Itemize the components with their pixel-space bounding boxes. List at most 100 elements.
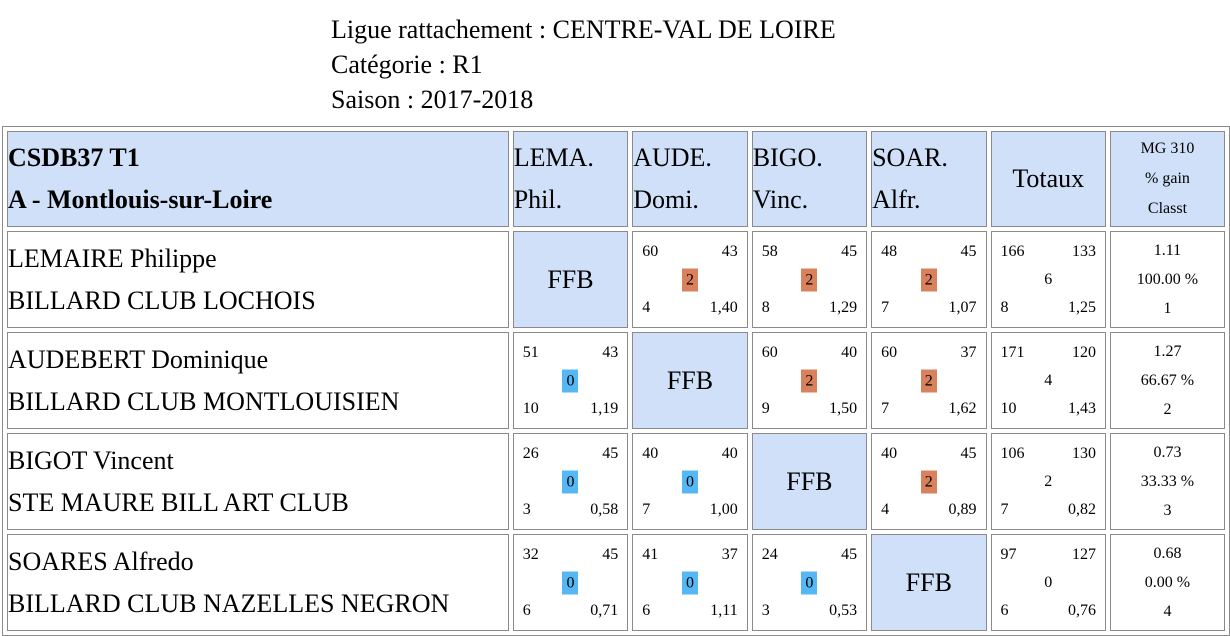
match-result-cell: 51 43 0 10 1,19 — [512, 332, 629, 429]
player-row: AUDEBERT Dominique BILLARD CLUB MONTLOUIS… — [7, 332, 1225, 429]
totals-cell: 97 127 0 6 0,76 — [990, 534, 1106, 631]
average: 1,11 — [710, 602, 738, 619]
total-match-points: 0 — [1044, 573, 1053, 591]
column-header: AUDE. Domi. — [632, 131, 748, 227]
distance: 40 — [721, 445, 738, 462]
points-scored: 24 — [761, 546, 778, 563]
match-result-cell: 32 45 0 6 0,71 — [512, 534, 629, 631]
player-cell: BIGOT Vincent STE MAURE BILL ART CLUB — [7, 433, 509, 530]
match-result-cell: 26 45 0 3 0,58 — [512, 433, 629, 530]
competition-header: Ligue rattachement : CENTRE-VAL DE LOIRE… — [331, 12, 836, 117]
points-scored: 48 — [881, 243, 898, 260]
player-club: BILLARD CLUB NAZELLES NEGRON — [8, 588, 450, 618]
ffb-cell: FFB — [632, 332, 748, 429]
totals-cell: 166 133 6 8 1,25 — [990, 231, 1106, 328]
distance: 43 — [602, 344, 619, 361]
totals-cell: 106 130 2 7 0,82 — [990, 433, 1106, 530]
ffb-cell: FFB — [751, 433, 868, 530]
player-cell: AUDEBERT Dominique BILLARD CLUB MONTLOUIS… — [7, 332, 509, 429]
innings: 8 — [761, 299, 770, 316]
points-scored: 32 — [522, 546, 539, 563]
average: 1,62 — [948, 400, 977, 417]
match-points-badge: 0 — [562, 369, 579, 392]
match-points-badge: 0 — [562, 470, 579, 493]
total-points: 171 — [1000, 344, 1025, 361]
match-points-badge: 0 — [681, 571, 698, 594]
innings: 7 — [642, 501, 651, 518]
distance: 45 — [960, 243, 977, 260]
mg-value: 1.27 — [1153, 343, 1182, 360]
points-scored: 26 — [522, 445, 539, 462]
mg-header: MG 310 % gain Classt — [1109, 131, 1225, 227]
distance: 37 — [721, 546, 738, 563]
match-result-cell: 40 45 2 4 0,89 — [871, 433, 987, 530]
total-points: 166 — [1000, 243, 1025, 260]
total-innings: 6 — [1000, 602, 1009, 619]
innings: 7 — [881, 400, 890, 417]
column-header-line1: SOAR. — [872, 143, 948, 172]
player-name: BIGOT Vincent — [8, 445, 174, 475]
column-header: LEMA. Phil. — [512, 131, 629, 227]
points-scored: 41 — [642, 546, 659, 563]
match-points-badge: 2 — [681, 268, 698, 291]
match-result-cell: 24 45 0 3 0,53 — [751, 534, 868, 631]
distance: 45 — [841, 243, 858, 260]
player-club: BILLARD CLUB LOCHOIS — [8, 285, 316, 315]
column-header-line2: Domi. — [633, 185, 699, 214]
ffb-cell: FFB — [512, 231, 629, 328]
total-innings: 7 — [1000, 501, 1009, 518]
column-header-line2: Vinc. — [752, 185, 809, 214]
mg-value: 1.11 — [1153, 242, 1182, 259]
totals-header: Totaux — [990, 131, 1106, 227]
points-scored: 40 — [881, 445, 898, 462]
total-average: 0,76 — [1067, 602, 1096, 619]
match-result-cell: 48 45 2 7 1,07 — [871, 231, 987, 328]
match-result-cell: 60 40 2 9 1,50 — [751, 332, 868, 429]
distance: 45 — [960, 445, 977, 462]
saison-line: Saison : 2017-2018 — [331, 85, 534, 114]
ranking: 1 — [1163, 300, 1172, 317]
ligue-line: Ligue rattachement : CENTRE-VAL DE LOIRE — [331, 15, 836, 44]
average: 1,40 — [709, 299, 738, 316]
average: 1,00 — [709, 501, 738, 518]
column-header-line2: Alfr. — [872, 185, 921, 214]
match-points-badge: 2 — [920, 470, 937, 493]
column-header-line2: Phil. — [513, 185, 563, 214]
results-table: CSDB37 T1 A - Montlouis-sur-Loire LEMA. … — [2, 126, 1230, 636]
win-percentage: 100.00 % — [1136, 271, 1199, 288]
categorie-line: Catégorie : R1 — [331, 50, 483, 79]
player-name: LEMAIRE Philippe — [8, 243, 217, 273]
match-points-badge: 2 — [801, 369, 818, 392]
innings: 10 — [522, 400, 539, 417]
innings: 6 — [522, 602, 531, 619]
win-percentage: 66.67 % — [1140, 372, 1195, 389]
player-name: SOARES Alfredo — [8, 546, 194, 576]
average: 1,50 — [829, 400, 858, 417]
total-innings: 8 — [1000, 299, 1009, 316]
innings: 9 — [761, 400, 770, 417]
distance: 40 — [841, 344, 858, 361]
total-match-points: 4 — [1044, 371, 1053, 389]
average: 1,29 — [829, 299, 858, 316]
column-header-line1: LEMA. — [513, 143, 594, 172]
match-result-cell: 60 37 2 7 1,62 — [871, 332, 987, 429]
points-scored: 60 — [761, 344, 778, 361]
total-average: 1,43 — [1067, 400, 1096, 417]
distance: 43 — [721, 243, 738, 260]
total-points: 106 — [1000, 445, 1025, 462]
header-row: CSDB37 T1 A - Montlouis-sur-Loire LEMA. … — [7, 131, 1225, 227]
match-result-cell: 41 37 0 6 1,11 — [632, 534, 748, 631]
mg-cell: 0.68 0.00 % 4 — [1109, 534, 1225, 631]
total-distance: 133 — [1071, 243, 1096, 260]
ranking: 2 — [1163, 401, 1172, 418]
distance: 45 — [841, 546, 858, 563]
player-club: STE MAURE BILL ART CLUB — [8, 487, 349, 517]
match-points-badge: 2 — [920, 268, 937, 291]
title-line-1: CSDB37 T1 — [8, 143, 140, 172]
player-name: AUDEBERT Dominique — [8, 344, 269, 374]
column-header: BIGO. Vinc. — [751, 131, 868, 227]
title-line-2: A - Montlouis-sur-Loire — [8, 185, 273, 214]
total-distance: 130 — [1071, 445, 1096, 462]
average: 1,07 — [948, 299, 977, 316]
match-result-cell: 60 43 2 4 1,40 — [632, 231, 748, 328]
